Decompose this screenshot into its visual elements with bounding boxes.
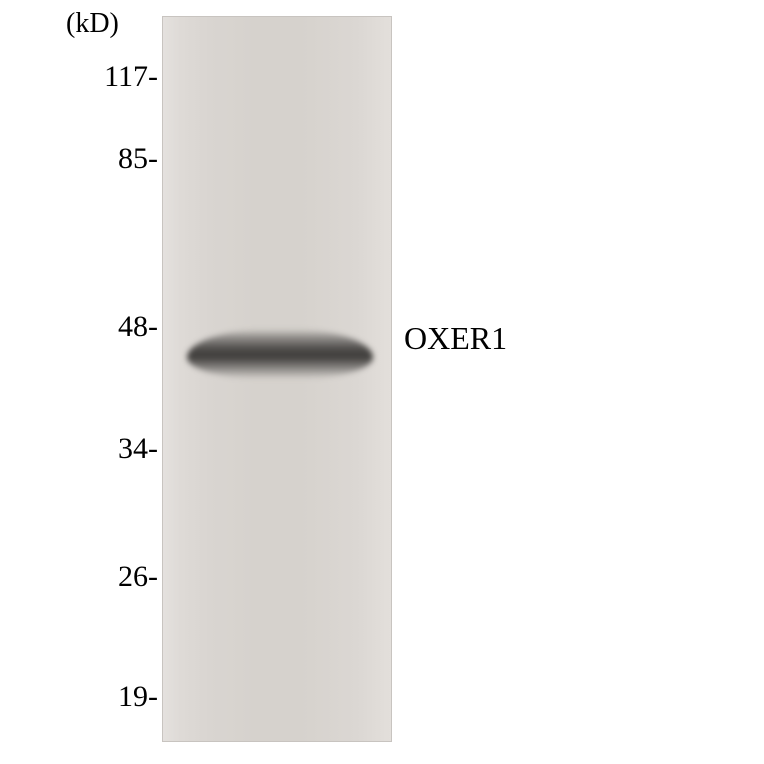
mw-marker-label: 19- [118, 680, 158, 714]
blot-lane [162, 16, 392, 742]
protein-name-label: OXER1 [404, 320, 507, 357]
mw-marker-label: 34- [118, 432, 158, 466]
unit-label: (kD) [66, 8, 119, 40]
mw-marker-label: 117- [104, 60, 158, 94]
western-blot-figure: (kD) 117- 85- 48- 34- 26- 19- OXER1 [0, 0, 764, 764]
mw-marker-label: 26- [118, 560, 158, 594]
mw-marker-label: 48- [118, 310, 158, 344]
mw-marker-label: 85- [118, 142, 158, 176]
protein-band [187, 329, 373, 379]
